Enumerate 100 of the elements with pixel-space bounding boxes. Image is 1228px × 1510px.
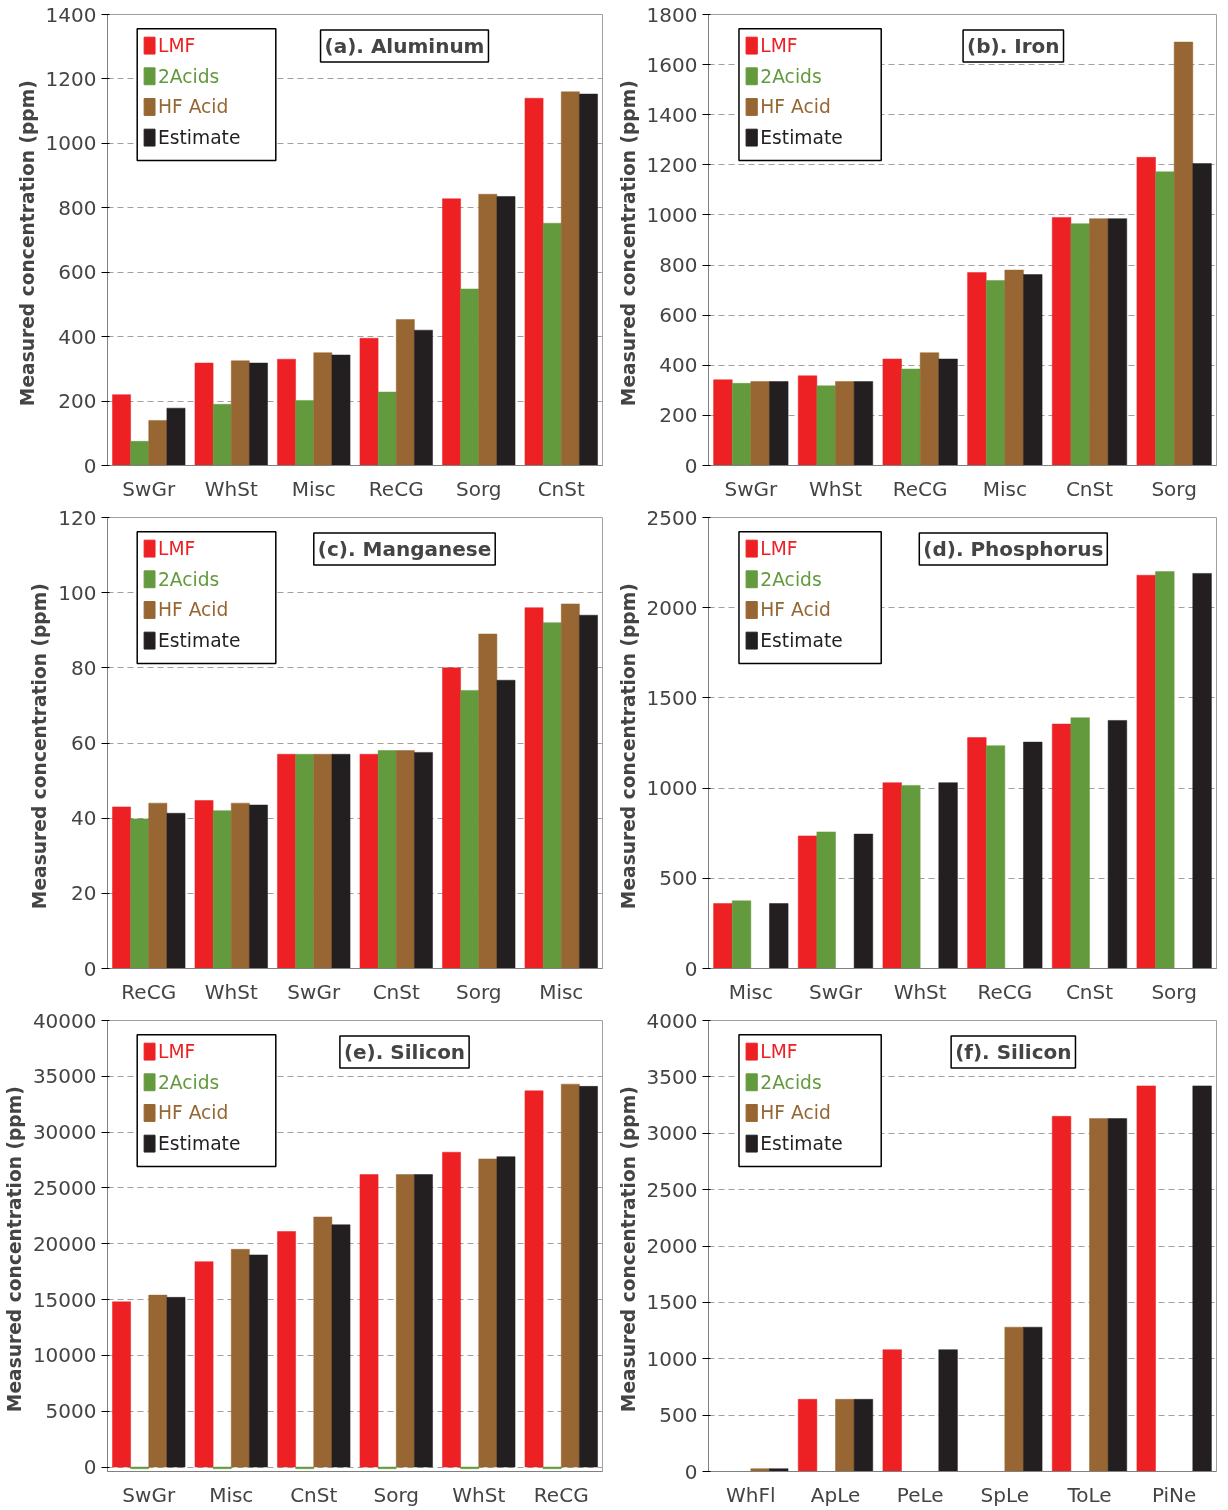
y-tick-label: 1000 [646,776,698,801]
y-tick-label: 600 [58,260,97,285]
legend-label: LMF [760,538,798,560]
legend-label: HF Acid [157,1102,229,1124]
legend-label: 2Acids [760,1071,822,1093]
y-tick-label: 200 [659,403,698,428]
y-tick-label: 0 [684,956,698,981]
legend-label: Estimate [760,630,843,652]
y-tick-label: 0 [83,453,97,478]
y-tick-label: 25000 [32,1175,97,1200]
y-axis-title: Measured concentration (ppm) [617,1086,639,1413]
legend-label: 2Acids [760,65,822,87]
y-tick-label: 40 [71,806,97,831]
x-tick-label: Misc [728,979,773,1004]
y-axis-title: Measured concentration (ppm) [29,583,51,910]
x-tick-label: Misc [982,476,1027,501]
y-tick-label: 0 [684,1459,698,1484]
y-tick-label: 600 [659,303,698,328]
y-tick-label: 4000 [646,1008,698,1033]
y-tick-label: 15000 [32,1287,97,1312]
y-tick-label: 40000 [32,1008,97,1033]
legend-label: Estimate [760,127,843,149]
y-tick-label: 0 [83,1455,97,1480]
x-tick-label: WhSt [204,979,258,1004]
legend-label: HF Acid [760,599,831,621]
y-tick-label: 3000 [646,1121,698,1146]
legend-label: 2Acids [157,568,220,590]
x-tick-label: ToLe [1066,1482,1112,1507]
y-tick-label: 1000 [646,202,698,227]
legend-label: Estimate [157,1133,241,1155]
legend-label: HF Acid [760,1102,831,1124]
y-tick-label: 1500 [646,685,698,710]
text: (a). Aluminum [324,34,485,59]
y-tick-label: 60 [71,731,97,755]
y-tick-label: 20000 [32,1231,97,1256]
x-tick-label: PiNe [1151,1482,1197,1507]
x-tick-label: ReCG [368,476,424,501]
y-tick-label: 1400 [45,2,97,27]
x-tick-label: CnSt [1065,476,1114,501]
legend-label: Estimate [157,630,241,652]
text: (e). Silicon [343,1040,466,1065]
x-tick-label: WhSt [204,476,258,501]
y-tick-label: 500 [659,1403,698,1428]
x-tick-label: Sorg [456,979,502,1004]
x-tick-label: ApLe [810,1482,861,1507]
legend-label: LMF [157,538,196,560]
x-tick-label: SwGr [724,476,778,501]
y-tick-label: 20 [71,881,97,906]
y-tick-label: 1200 [45,66,97,91]
y-tick-label: 0 [684,453,698,478]
x-tick-label: Sorg [1151,476,1197,501]
y-axis-title: Measured concentration (ppm) [617,80,639,407]
legend-label: HF Acid [157,599,229,621]
x-tick-label: PeLe [896,1482,944,1507]
y-tick-label: 500 [659,866,698,891]
y-tick-label: 1500 [646,1290,698,1315]
legend-label: Estimate [760,1133,843,1155]
legend-label: 2Acids [760,568,822,590]
y-tick-label: 10000 [32,1343,97,1368]
legend-label: LMF [760,35,798,57]
x-tick-label: SpLe [980,1482,1030,1507]
y-tick-label: 100 [58,580,97,605]
text: (f). Silicon [955,1040,1072,1065]
y-axis-title: Measured concentration (ppm) [16,80,38,407]
y-tick-label: 1600 [646,52,698,77]
y-tick-label: 2000 [646,1234,698,1258]
x-tick-label: CnSt [537,476,585,501]
x-tick-label: WhFl [726,1482,776,1507]
legend-label: 2Acids [157,1071,220,1093]
x-tick-label: WhSt [893,979,947,1004]
x-tick-label: ReCG [533,1482,589,1507]
x-tick-label: SwGr [809,979,863,1004]
x-tick-label: WhSt [809,476,863,501]
x-tick-label: Misc [291,476,336,501]
text: (b). Iron [967,34,1060,59]
y-axis-title: Measured concentration (ppm) [617,583,639,910]
y-tick-label: 200 [58,389,97,414]
x-tick-label: CnSt [290,1482,338,1507]
text: (c). Manganese [317,537,492,562]
y-tick-label: 120 [58,505,97,530]
legend-label: HF Acid [157,96,229,118]
x-tick-label: Sorg [456,476,502,501]
x-tick-label: SwGr [122,476,176,501]
y-tick-label: 800 [659,253,698,278]
x-tick-label: SwGr [287,979,341,1004]
y-tick-label: 400 [659,353,698,378]
x-tick-label: WhSt [452,1482,506,1507]
x-tick-label: ReCG [121,979,177,1004]
x-tick-label: Sorg [1151,979,1197,1004]
x-tick-label: Misc [539,979,584,1004]
x-tick-label: CnSt [372,979,420,1004]
x-tick-label: Sorg [373,1482,419,1507]
y-tick-label: 0 [83,956,97,981]
y-tick-label: 800 [58,195,97,220]
x-tick-label: CnSt [1065,979,1114,1004]
y-tick-label: 1000 [45,131,97,156]
x-tick-label: SwGr [122,1482,176,1507]
y-tick-label: 2500 [646,505,698,530]
x-tick-label: ReCG [977,979,1033,1004]
y-axis-title: Measured concentration (ppm) [3,1086,25,1413]
